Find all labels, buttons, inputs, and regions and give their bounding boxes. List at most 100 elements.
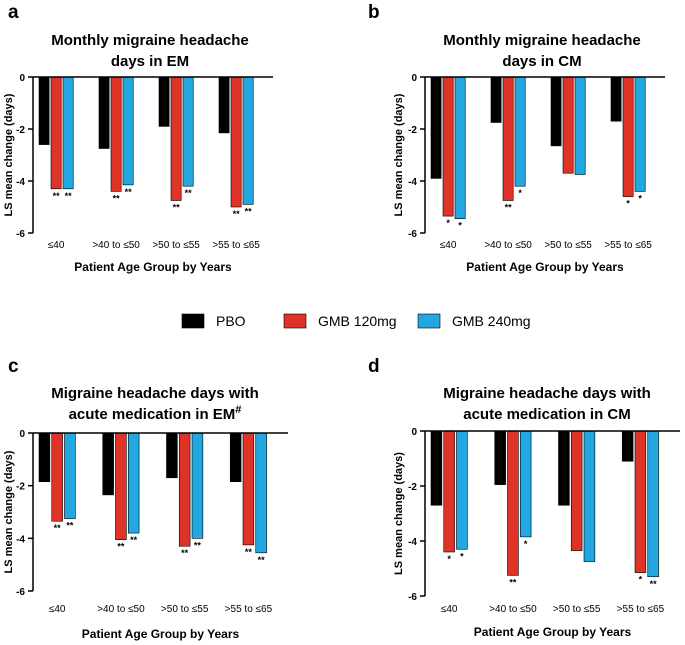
bar — [255, 432, 267, 554]
y-axis-label: LS mean change (days) — [3, 450, 15, 573]
significance-marker: ** — [54, 523, 62, 533]
x-category-label: >40 to ≤50 — [489, 604, 537, 615]
chart-title-line-2: days in CM — [502, 53, 581, 70]
significance-marker: * — [639, 575, 643, 585]
y-tick-label: 0 — [19, 73, 25, 84]
y-tick-label: 0 — [19, 429, 25, 440]
bar — [38, 432, 51, 483]
panel-a-chart: a Monthly migraine headache days in EM LS … — [3, 2, 273, 274]
bar — [50, 76, 62, 190]
significance-marker: ** — [505, 203, 513, 213]
bar — [64, 432, 76, 519]
significance-marker: ** — [117, 542, 125, 552]
x-category-label: >50 to ≤55 — [553, 604, 601, 615]
legend-label: PBO — [216, 313, 246, 329]
bar — [570, 430, 583, 551]
bar — [122, 76, 134, 186]
y-axis-label: LS mean change (days) — [3, 93, 15, 216]
bar — [229, 432, 242, 483]
bar — [514, 76, 526, 187]
bar — [115, 432, 127, 540]
panel-d-chart: d Migraine headache days with acute medic… — [368, 356, 680, 639]
bar — [634, 76, 646, 192]
panel-letter: c — [8, 356, 19, 377]
y-tick-label: -2 — [408, 125, 417, 136]
chart-title-line-2: acute medication in EM# — [69, 404, 242, 423]
bar — [242, 432, 255, 546]
significance-marker: * — [458, 221, 462, 231]
bar — [562, 76, 574, 174]
y-tick-label: 0 — [411, 427, 417, 438]
x-category-label: ≤40 — [440, 240, 457, 251]
significance-marker: * — [626, 199, 630, 209]
significance-marker: ** — [113, 193, 121, 203]
x-category-label: >50 to ≤55 — [544, 240, 592, 251]
title-superscript: # — [235, 404, 241, 416]
bar — [182, 76, 194, 187]
y-tick-label: -2 — [16, 125, 25, 136]
significance-marker: * — [518, 188, 522, 198]
legend-label: GMB 240mg — [452, 313, 531, 329]
bar — [502, 76, 514, 201]
bar — [507, 430, 519, 576]
significance-marker: ** — [245, 206, 253, 216]
significance-marker: ** — [245, 547, 253, 557]
legend: PBO GMB 120mg GMB 240mg — [181, 313, 531, 329]
y-tick-label: -6 — [16, 587, 25, 598]
significance-marker: ** — [125, 187, 133, 197]
bar — [430, 430, 443, 506]
bar — [98, 76, 110, 149]
significance-marker: * — [638, 193, 642, 203]
bar — [443, 430, 455, 553]
bar — [454, 76, 466, 219]
legend-swatch — [283, 313, 307, 329]
bar — [51, 432, 63, 522]
bar — [494, 430, 506, 485]
bar — [110, 76, 122, 192]
bar — [38, 76, 50, 145]
panel-b-chart: b Monthly migraine headache days in CM LS … — [368, 2, 665, 274]
significance-marker: ** — [53, 191, 61, 201]
y-tick-label: 0 — [411, 73, 417, 84]
bar — [550, 76, 562, 147]
bar — [634, 430, 647, 573]
bar — [102, 432, 114, 496]
x-category-label: >55 to ≤65 — [212, 240, 260, 251]
significance-marker: ** — [194, 540, 202, 550]
x-category-label: >50 to ≤55 — [161, 604, 209, 615]
y-tick-label: -4 — [408, 537, 417, 548]
significance-marker: * — [524, 539, 528, 549]
y-tick-label: -4 — [408, 177, 417, 188]
x-category-label: >55 to ≤65 — [225, 604, 273, 615]
bar — [442, 76, 454, 217]
bar — [621, 430, 634, 462]
y-tick-label: -2 — [408, 482, 417, 493]
significance-marker: ** — [509, 577, 517, 587]
significance-marker: ** — [173, 203, 181, 213]
bar — [127, 432, 140, 534]
bar — [490, 76, 502, 123]
bar — [430, 76, 442, 179]
bar — [178, 432, 191, 547]
significance-marker: ** — [130, 535, 138, 545]
x-category-label: ≤40 — [441, 604, 458, 615]
bar — [218, 76, 230, 134]
bar — [456, 430, 468, 550]
x-axis-label: Patient Age Group by Years — [474, 625, 632, 639]
significance-marker: * — [446, 218, 450, 228]
y-tick-label: -6 — [16, 229, 25, 240]
significance-marker: ** — [181, 548, 189, 558]
bar — [158, 76, 170, 127]
x-category-label: >40 to ≤50 — [97, 604, 145, 615]
y-axis-label: LS mean change (days) — [393, 93, 405, 216]
significance-marker: ** — [650, 579, 658, 589]
bar — [62, 76, 74, 190]
x-category-label: >40 to ≤50 — [92, 240, 140, 251]
bar — [622, 76, 634, 197]
chart-title-line-1: Monthly migraine headache — [51, 32, 249, 49]
significance-marker: * — [460, 551, 464, 561]
significance-marker: ** — [66, 521, 74, 531]
bar — [191, 432, 204, 539]
bar — [610, 76, 622, 122]
